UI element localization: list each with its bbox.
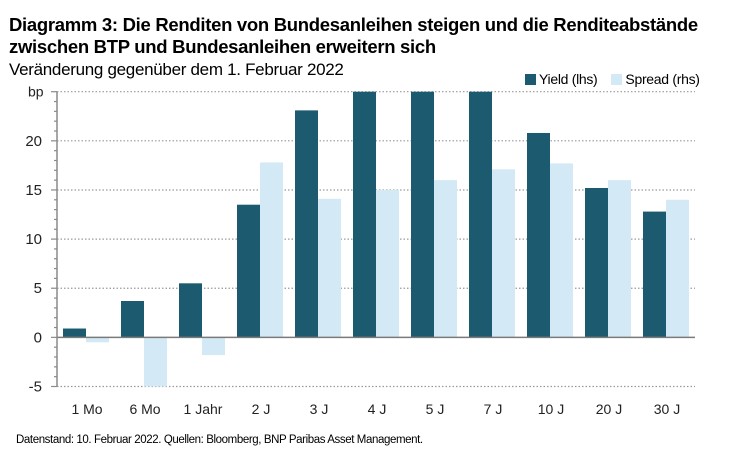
- legend-swatch-yield: [525, 73, 536, 85]
- bar-yield: [585, 188, 608, 338]
- legend-swatch-spread: [611, 73, 623, 85]
- x-tick-label: 1 Mo: [71, 401, 102, 417]
- bar-spread: [434, 180, 457, 338]
- y-tick-label: 5: [34, 280, 42, 297]
- legend-item-spread: Spread (rhs): [611, 71, 700, 87]
- legend-label-yield: Yield (lhs): [539, 71, 598, 87]
- bar-spread: [492, 169, 515, 338]
- legend: Yield (lhs) Spread (rhs): [525, 71, 714, 87]
- x-tick-label: 5 J: [426, 401, 445, 417]
- x-tick-label: 7 J: [484, 401, 503, 417]
- bars: [63, 91, 689, 387]
- bar-yield: [179, 283, 202, 338]
- bar-yield: [411, 91, 434, 338]
- bar-yield: [643, 211, 666, 338]
- bar-yield: [353, 91, 376, 338]
- bar-spread: [550, 163, 573, 338]
- bar-spread: [260, 162, 283, 338]
- bar-yield: [469, 91, 492, 338]
- chart-title: Diagramm 3: Die Renditen von Bundesanlei…: [9, 14, 729, 58]
- bar-spread: [666, 199, 689, 338]
- bar-spread: [144, 337, 167, 387]
- chart-title-line-1: Diagramm 3: Die Renditen von Bundesanlei…: [9, 14, 698, 35]
- bar-spread: [608, 180, 631, 338]
- y-tick-label: bp: [28, 84, 44, 100]
- bar-spread: [202, 337, 225, 356]
- bar-yield: [63, 328, 86, 338]
- x-tick-label: 30 J: [654, 401, 680, 417]
- y-tick-label: 15: [25, 182, 42, 199]
- bar-yield: [237, 204, 260, 338]
- bar-spread: [318, 198, 341, 338]
- source-note: Datenstand: 10. Februar 2022. Quellen: B…: [16, 434, 423, 446]
- bar-spread: [86, 337, 109, 343]
- chart-subtitle: Veränderung gegenüber dem 1. Februar 202…: [9, 60, 344, 79]
- x-tick-label: 6 Mo: [129, 401, 160, 417]
- x-tick-label: 2 J: [252, 401, 271, 417]
- x-tick-label: 3 J: [310, 401, 329, 417]
- bar-spread: [376, 189, 399, 338]
- y-tick-label: 0: [34, 329, 42, 346]
- y-tick-label: -5: [29, 379, 42, 396]
- x-tick-label: 1 Jahr: [184, 401, 223, 417]
- x-tick-label: 20 J: [596, 401, 622, 417]
- y-tick-labels: bp 20 15 10 5 0 -5: [25, 84, 43, 396]
- legend-label-spread: Spread (rhs): [625, 71, 700, 87]
- x-tick-labels: 1 Mo 6 Mo 1 Jahr 2 J 3 J 4 J 5 J 7 J 10 J 20 J 30 …: [71, 401, 680, 417]
- x-tick-label: 10 J: [538, 401, 564, 417]
- y-tick-label: 10: [25, 231, 42, 248]
- x-tick-label: 4 J: [368, 401, 387, 417]
- bar-yield: [527, 132, 550, 338]
- legend-item-yield: Yield (lhs): [525, 71, 598, 87]
- y-axis: [51, 91, 695, 388]
- chart-title-line-2: zwischen BTP und Bundesanleihen erweiter…: [9, 36, 436, 57]
- bar-yield: [295, 110, 318, 338]
- bar-yield: [121, 301, 144, 338]
- y-tick-label: 20: [25, 133, 42, 150]
